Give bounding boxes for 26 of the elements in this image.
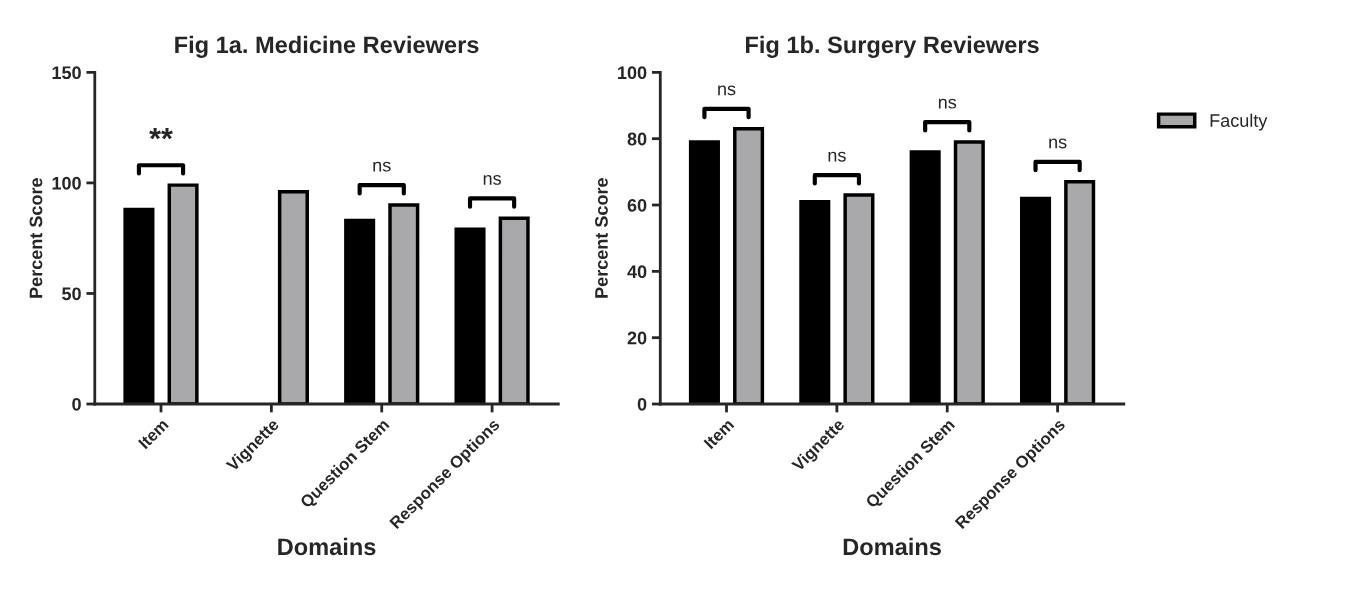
annotation: ns [718,85,736,96]
y-tick-label: 0 [637,397,647,411]
annotation: ns [483,174,501,185]
legend-label: Faculty [1210,113,1268,131]
y-tick-label: 60 [627,198,647,212]
annotation: ns [1049,138,1067,149]
annotation: ** [149,127,173,140]
x-tick-label: Item [137,418,169,450]
y-tick-label: 20 [627,331,647,345]
y-tick-label: 100 [618,66,647,80]
y-axis-title: Percent Score [595,178,608,298]
annotation: ns [938,98,957,109]
y-tick-label: 0 [72,397,81,411]
y-tick-label: 50 [62,287,81,301]
y-axis-title: Percent Score [29,178,43,298]
x-axis-title: Domains [843,537,941,556]
y-tick-label: 150 [52,66,81,80]
chart-title: Fig 1a. Medicine Reviewers [175,35,479,58]
annotation: ns [373,161,391,172]
annotation: ns [828,151,846,162]
y-tick-label: 40 [627,265,647,279]
x-axis-title: Domains [278,537,376,556]
x-tick-label: Item [703,418,735,450]
y-tick-label: 100 [52,176,81,190]
chart-title: Fig 1b. Surgery Reviewers [746,35,1039,58]
y-tick-label: 80 [627,132,647,146]
